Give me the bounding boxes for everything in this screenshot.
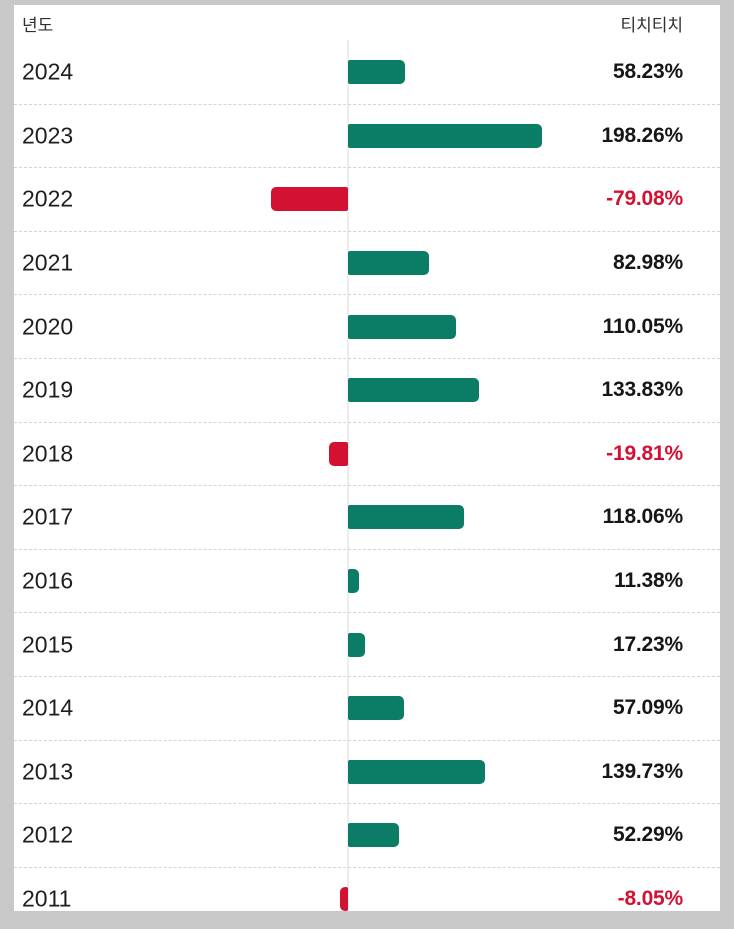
return-value: 11.38% [614,569,683,593]
table-row: 2014 57.09% [14,675,720,740]
return-value: -19.81% [606,441,683,465]
return-bar-negative [328,441,348,466]
table-row: 2017 118.06% [14,485,720,549]
return-value: -79.08% [606,187,683,211]
return-bar-positive [348,314,456,339]
return-value: 110.05% [602,314,684,338]
return-bar-positive [348,505,464,530]
year-label: 2019 [22,376,74,403]
year-column-header: 년도 [22,16,54,35]
return-value: 198.26% [601,123,683,147]
table-header: 년도 티치티치 [14,5,720,40]
year-label: 2012 [22,821,74,848]
table-row: 2015 17.23% [14,612,720,676]
year-label: 2015 [22,631,74,658]
table-row: 2013 139.73% [14,739,720,804]
return-bar-positive [348,632,365,657]
return-bar-negative [270,187,348,212]
table-row: 2011 -8.05% [14,866,720,911]
year-label: 2017 [22,503,74,530]
return-value: 139.73% [601,759,683,783]
return-bar-positive [348,123,543,148]
table-row: 2016 11.38% [14,548,720,613]
return-value: -8.05% [617,887,684,911]
year-label: 2014 [22,694,74,721]
rows-container: 2024 58.23% 2023 198.26% 2022 -79.08% 2021 82.9… [14,40,720,911]
table-row: 2021 82.98% [14,230,720,295]
year-label: 2021 [22,249,74,276]
return-value: 57.09% [612,696,683,720]
year-label: 2022 [22,185,74,212]
table-row: 2024 58.23% [14,40,720,104]
return-bar-positive [348,569,360,594]
return-bar-positive [348,696,404,721]
year-label: 2020 [22,313,74,340]
return-bar-positive [348,59,406,84]
return-value: 118.06% [602,505,684,529]
return-value: 82.98% [612,251,683,275]
zero-axis-line [347,40,349,911]
series-column-header: 티치티치 [620,16,683,35]
table-row: 2019 133.83% [14,357,720,422]
table-row: 2022 -79.08% [14,167,720,231]
return-value: 133.83% [601,378,683,402]
year-label: 2011 [22,885,72,911]
return-value: 58.23% [612,59,683,83]
year-label: 2023 [22,122,74,149]
return-bar-negative [340,887,348,911]
year-label: 2016 [22,567,74,594]
year-label: 2018 [22,440,74,467]
table-row: 2018 -19.81% [14,421,720,486]
table-row: 2012 52.29% [14,803,720,867]
return-value: 17.23% [612,632,683,656]
return-bar-positive [348,378,480,403]
year-label: 2024 [22,58,74,85]
return-bar-positive [348,251,430,276]
year-label: 2013 [22,758,74,785]
return-value: 52.29% [612,823,683,847]
table-row: 2023 198.26% [14,103,720,168]
return-bar-positive [348,759,485,784]
yearly-returns-chart: 년도 티치티치 2024 58.23% 2023 198.26% 2022 -79.08%… [14,5,720,911]
table-row: 2020 110.05% [14,294,720,358]
return-bar-positive [348,823,400,848]
